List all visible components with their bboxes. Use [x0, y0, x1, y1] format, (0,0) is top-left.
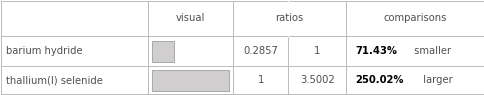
Text: 1: 1 [314, 46, 320, 56]
Text: thallium(I) selenide: thallium(I) selenide [6, 75, 103, 85]
Text: barium hydride: barium hydride [6, 46, 83, 56]
Text: 0.2857: 0.2857 [242, 46, 277, 56]
Bar [152, 70, 228, 91]
Bar [152, 41, 174, 62]
Text: 3.5002: 3.5002 [300, 75, 334, 85]
Text: visual: visual [176, 13, 205, 23]
Text: comparisons: comparisons [383, 13, 446, 23]
Text: ratios: ratios [275, 13, 303, 23]
Text: smaller: smaller [410, 46, 450, 56]
Text: 1: 1 [257, 75, 263, 85]
Text: 71.43%: 71.43% [354, 46, 396, 56]
Text: larger: larger [419, 75, 452, 85]
Text: 250.02%: 250.02% [354, 75, 403, 85]
